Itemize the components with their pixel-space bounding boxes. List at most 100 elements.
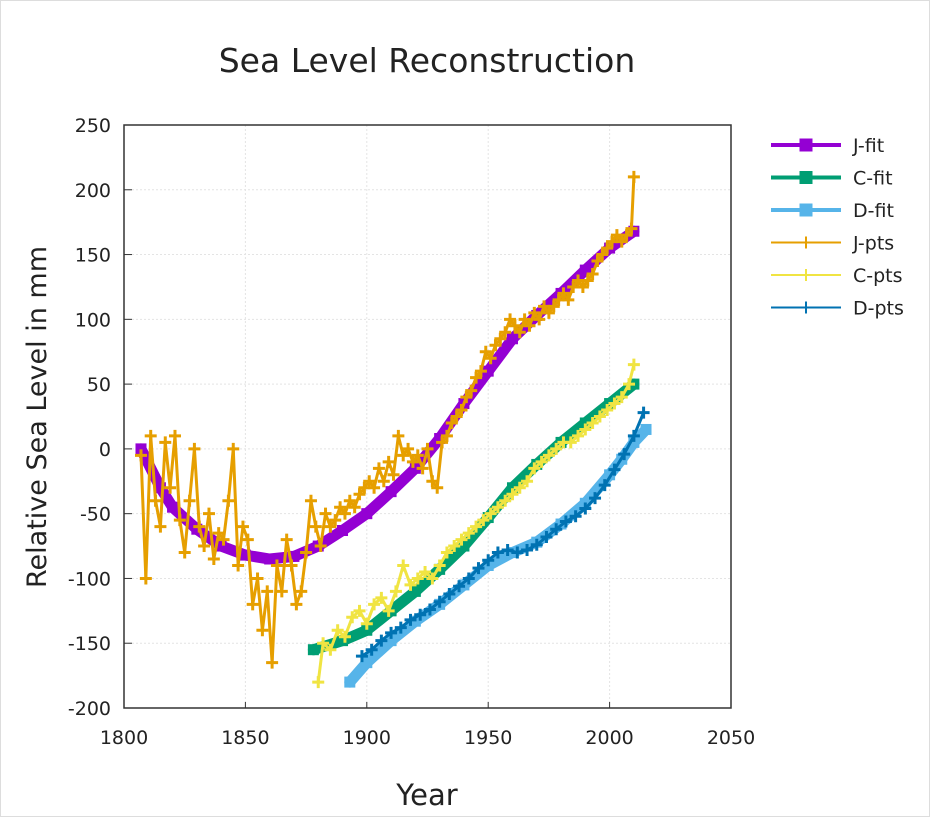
data-point	[304, 494, 317, 507]
data-point	[324, 643, 337, 656]
data-point	[202, 507, 215, 520]
data-point	[227, 442, 240, 455]
data-point	[615, 235, 628, 248]
y-tick-label: 250	[75, 115, 111, 137]
legend-square-marker	[799, 203, 813, 217]
data-point	[295, 585, 308, 598]
data-point	[513, 326, 526, 339]
legend-item-d-fit: D-fit	[771, 200, 894, 222]
series-c-pts	[312, 358, 640, 689]
data-point	[193, 520, 206, 533]
data-point	[251, 572, 264, 585]
data-point	[382, 604, 395, 617]
data-point	[164, 481, 177, 494]
data-point	[615, 391, 628, 404]
data-point	[256, 624, 269, 637]
data-point	[416, 462, 429, 475]
legend-cross-marker	[800, 301, 812, 314]
data-point	[360, 617, 373, 630]
data-point	[397, 449, 410, 462]
legend-label: D-fit	[853, 200, 894, 222]
x-tick-label: 1850	[221, 727, 269, 749]
x-tick-label: 1950	[464, 727, 512, 749]
data-point	[397, 559, 410, 572]
data-point	[494, 332, 507, 345]
data-point	[608, 397, 621, 410]
legend-label: C-pts	[853, 265, 903, 287]
y-tick-label: -50	[80, 504, 111, 526]
data-point	[470, 371, 483, 384]
grid	[123, 124, 732, 709]
legend-cross-marker	[800, 269, 812, 281]
legend-square-marker	[799, 171, 813, 184]
data-point	[479, 345, 492, 358]
legend-label: D-pts	[853, 298, 904, 320]
data-point	[414, 608, 427, 621]
data-point	[501, 543, 514, 556]
data-point	[608, 463, 621, 476]
data-point	[440, 546, 453, 559]
data-point	[521, 543, 534, 556]
legend-square-marker	[799, 138, 813, 152]
data-point	[455, 533, 468, 546]
data-point	[477, 514, 490, 527]
data-point	[385, 626, 398, 639]
data-point	[460, 391, 473, 404]
x-tick-label: 1800	[100, 727, 148, 749]
data-point	[589, 492, 602, 505]
data-point	[394, 621, 407, 634]
data-point	[586, 416, 599, 429]
data-point	[377, 475, 390, 488]
data-point	[491, 546, 504, 559]
data-point	[433, 559, 446, 572]
data-point	[361, 508, 373, 520]
data-point	[521, 475, 534, 488]
y-tick-label: 50	[87, 374, 111, 396]
data-point	[375, 634, 388, 647]
data-point	[348, 501, 361, 514]
data-point	[470, 520, 483, 533]
data-point	[285, 559, 298, 572]
data-point	[627, 429, 640, 442]
data-point	[533, 313, 546, 326]
data-point	[593, 410, 606, 423]
data-point	[385, 486, 397, 498]
data-point	[572, 429, 585, 442]
legend-label: J-fit	[852, 135, 884, 157]
data-point	[445, 416, 458, 429]
legend-item-j-pts: J-pts	[771, 233, 894, 255]
data-point	[540, 530, 553, 543]
data-point	[455, 404, 468, 417]
data-point	[365, 643, 378, 656]
x-axis-label: Year	[395, 778, 457, 812]
data-point	[562, 293, 575, 306]
legend-item-d-pts: D-pts	[771, 298, 904, 320]
data-point	[404, 613, 417, 626]
data-point	[402, 442, 415, 455]
x-tick-label: 2000	[585, 727, 633, 749]
data-point	[290, 598, 303, 611]
data-point	[198, 540, 211, 553]
y-tick-label: 100	[75, 309, 111, 331]
data-point	[448, 540, 461, 553]
data-point	[489, 339, 502, 352]
data-point	[368, 481, 381, 494]
data-point	[144, 429, 157, 442]
data-point	[389, 585, 402, 598]
plot-area	[134, 170, 652, 689]
data-point	[338, 507, 351, 520]
data-point	[300, 546, 313, 559]
data-point	[528, 462, 541, 475]
data-point	[482, 554, 495, 567]
data-point	[426, 475, 439, 488]
x-tick-label: 1900	[343, 727, 391, 749]
data-point	[173, 514, 186, 527]
data-point	[159, 436, 172, 449]
data-point	[586, 267, 599, 280]
data-point	[518, 313, 531, 326]
data-point	[266, 656, 279, 669]
data-point	[564, 436, 577, 449]
legend-item-j-fit: J-fit	[771, 135, 884, 157]
chart-title: Sea Level Reconstruction	[219, 41, 636, 80]
